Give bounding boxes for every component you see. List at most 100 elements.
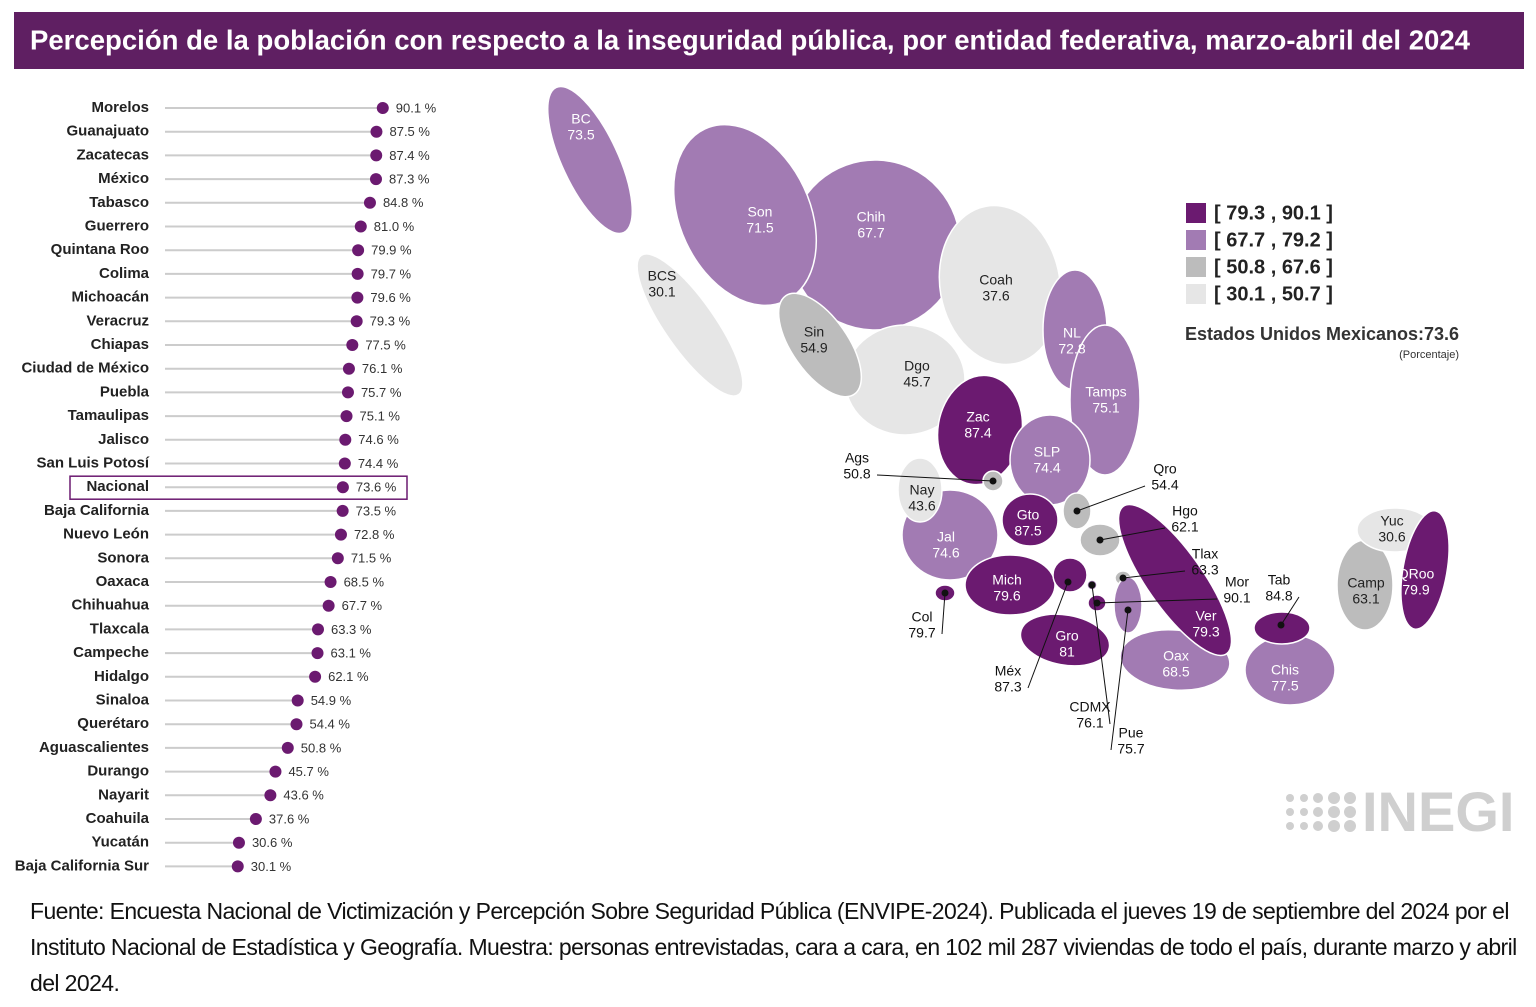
- category-label: Ciudad de México: [21, 360, 149, 377]
- value-label: 79.3 %: [370, 314, 411, 329]
- state-name: Hgo: [1172, 503, 1198, 519]
- state-region: [1113, 576, 1143, 634]
- state-value: 77.5: [1271, 678, 1298, 694]
- state-name: Gto: [1017, 507, 1040, 523]
- category-label: Guanajuato: [66, 123, 149, 140]
- state-name: Gro: [1055, 628, 1079, 644]
- leader-marker: [1064, 578, 1072, 586]
- state-region: [1001, 493, 1059, 547]
- category-label: Quintana Roo: [51, 241, 149, 258]
- state-value: 74.6: [932, 545, 959, 561]
- footnote: Fuente: Encuesta Nacional de Victimizaci…: [30, 898, 1517, 996]
- legend-swatch: [1186, 257, 1206, 277]
- category-label: Hidalgo: [94, 668, 149, 685]
- dot: [291, 694, 304, 707]
- value-label: 79.9 %: [371, 243, 412, 258]
- leader-marker: [1093, 599, 1101, 607]
- dot: [351, 267, 364, 280]
- national-value: 73.6: [1424, 324, 1459, 344]
- state-name: Mor: [1225, 574, 1249, 590]
- leader-marker: [989, 477, 997, 485]
- state-value: 30.6: [1378, 529, 1405, 545]
- category-label: Querétaro: [77, 715, 149, 732]
- state-name: Méx: [995, 663, 1021, 679]
- category-label: Chihuahua: [72, 597, 150, 614]
- state-region: [1019, 613, 1111, 667]
- dot: [363, 196, 376, 209]
- dot: [370, 125, 383, 138]
- state-value: 50.8: [843, 466, 870, 482]
- title: Percepción de la población con respecto …: [30, 24, 1470, 55]
- state-value: 79.7: [908, 625, 935, 641]
- leader-line: [1091, 584, 1111, 725]
- value-label: 84.8 %: [383, 195, 424, 210]
- legend-label: [ 50.8 , 67.6 ]: [1214, 256, 1333, 278]
- leader-line: [1280, 596, 1300, 626]
- state-value: 43.6: [908, 498, 935, 514]
- state-name: Ver: [1195, 608, 1216, 624]
- dot: [231, 860, 244, 873]
- state-name: Qro: [1153, 461, 1177, 477]
- state-value: 37.6: [982, 288, 1009, 304]
- state-value: 54.9: [800, 340, 827, 356]
- highlight-box: [69, 475, 408, 500]
- state-name: Pue: [1119, 725, 1144, 741]
- logo: INEGI: [1362, 780, 1514, 843]
- value-label: 79.6 %: [370, 290, 411, 305]
- state-value: 75.7: [1117, 741, 1144, 757]
- category-label: Campeche: [73, 644, 149, 661]
- state-value: 79.3: [1192, 624, 1219, 640]
- category-label: Tlaxcala: [90, 620, 150, 637]
- state-region: [546, 85, 634, 235]
- state-value: 67.7: [857, 225, 884, 241]
- dot: [249, 813, 262, 825]
- state-name: CDMX: [1069, 699, 1111, 715]
- state-name: Zac: [966, 409, 989, 425]
- leader-line: [1099, 527, 1166, 541]
- category-label: Zacatecas: [76, 146, 149, 163]
- dot: [352, 244, 365, 257]
- category-label: Oaxaca: [96, 573, 150, 590]
- legend-label: [ 67.7 , 79.2 ]: [1214, 229, 1333, 251]
- state-name: Nay: [910, 482, 935, 498]
- value-label: 74.4 %: [358, 456, 399, 471]
- value-label: 79.7 %: [371, 266, 412, 281]
- category-label: Chiapas: [91, 336, 149, 353]
- state-value: 72.8: [1058, 341, 1085, 357]
- category-label: Colima: [99, 265, 150, 282]
- value-label: 73.5 %: [356, 503, 397, 518]
- value-label: 68.5 %: [344, 574, 385, 589]
- dot: [336, 504, 349, 517]
- state-region: [1069, 324, 1141, 476]
- state-name: Tab: [1268, 572, 1291, 588]
- state-name: Jal: [937, 529, 955, 545]
- category-label: Yucatán: [91, 834, 149, 851]
- leader-marker: [1096, 536, 1104, 544]
- value-label: 45.7 %: [288, 764, 329, 779]
- category-label: Guerrero: [85, 217, 149, 234]
- dot: [376, 102, 389, 114]
- national-label: Estados Unidos Mexicanos:: [1185, 324, 1424, 344]
- category-label: San Luis Potosí: [36, 454, 149, 471]
- state-name: BCS: [648, 268, 677, 284]
- state-region: [1117, 503, 1233, 657]
- state-value: 71.5: [746, 220, 773, 236]
- category-label: Tamaulipas: [68, 407, 149, 424]
- value-label: 62.1 %: [328, 669, 369, 684]
- category-label: Durango: [87, 763, 149, 780]
- value-label: 54.4 %: [309, 717, 350, 732]
- value-label: 30.1 %: [251, 859, 292, 874]
- state-name: Tlax: [1192, 546, 1218, 562]
- dot: [338, 457, 351, 470]
- value-label: 87.5 %: [389, 124, 430, 139]
- state-value: 79.9: [1402, 582, 1429, 598]
- dot: [331, 552, 344, 565]
- value-label: 75.7 %: [361, 385, 402, 400]
- category-label: Puebla: [100, 383, 150, 400]
- value-label: 50.8 %: [301, 740, 342, 755]
- state-value: 63.3: [1191, 562, 1218, 578]
- dot: [269, 765, 282, 778]
- state-region: [897, 457, 943, 523]
